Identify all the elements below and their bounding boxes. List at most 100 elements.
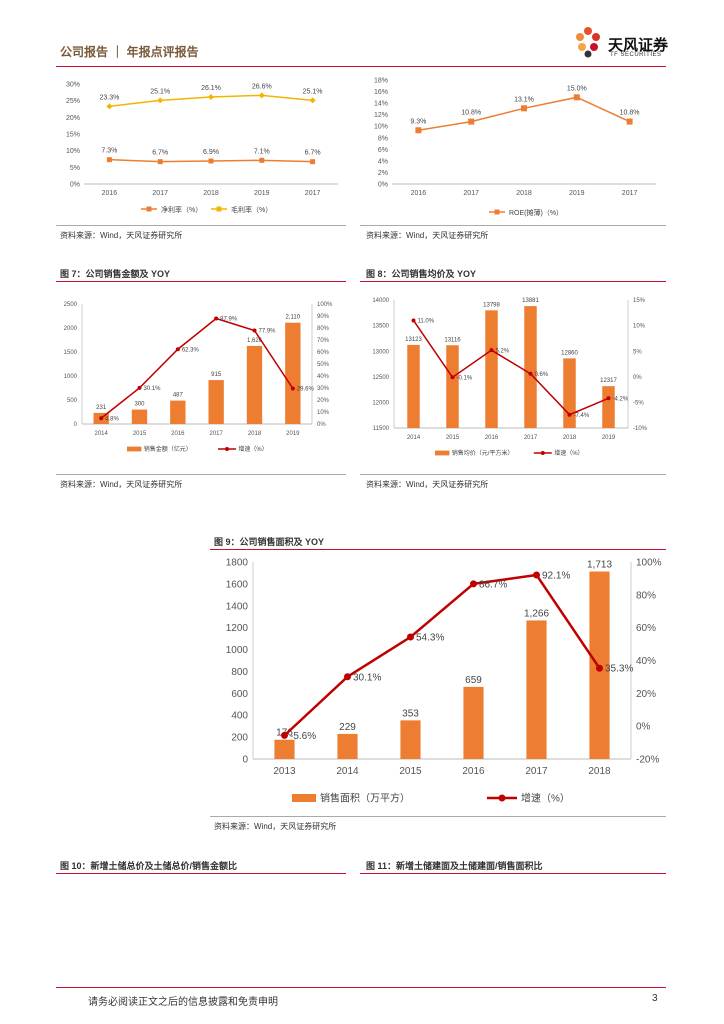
- y-tick-label: 15%: [66, 132, 80, 139]
- y-left-tick-label: 0: [242, 755, 248, 766]
- divider: [210, 816, 666, 817]
- y-right-tick-label: -10%: [633, 426, 648, 432]
- y-right-tick-label: 0%: [633, 375, 642, 381]
- data-label: 7.3%: [101, 148, 117, 155]
- x-tick-label: 2018: [203, 190, 219, 197]
- bar-value-label: 12317: [600, 378, 617, 384]
- legend-marker: [146, 206, 152, 212]
- y-right-tick-label: 0%: [317, 422, 326, 428]
- growth-point: [533, 571, 540, 579]
- bar: [446, 345, 459, 428]
- growth-value-label: 4.8%: [105, 416, 119, 422]
- data-point: [309, 97, 316, 104]
- growth-value-label: 11.0%: [418, 319, 435, 325]
- y-tick-label: 16%: [374, 89, 388, 96]
- footer-disclaimer: 请务必阅读正文之后的信息披露和免责申明: [88, 997, 278, 1008]
- y-tick-label: 25%: [66, 98, 80, 105]
- y-left-tick-label: 400: [231, 711, 248, 722]
- growth-point: [596, 664, 603, 672]
- growth-value-label: -4.2%: [613, 396, 629, 402]
- data-label: 7.1%: [254, 148, 270, 155]
- bar: [131, 409, 148, 424]
- growth-value-label: 54.3%: [416, 633, 444, 644]
- bar-value-label: 1,713: [587, 560, 612, 571]
- y-tick-label: 8%: [378, 135, 388, 142]
- growth-value-label: 5.2%: [496, 348, 510, 354]
- data-label: 26.1%: [201, 85, 221, 92]
- source-note: 资料来源：Wind，天风证券研究所: [214, 822, 337, 831]
- legend-bar-swatch: [435, 450, 450, 456]
- bar: [400, 720, 421, 759]
- legend-bar-swatch: [292, 794, 316, 802]
- growth-value-label: -0.1%: [457, 375, 473, 381]
- legend-line-marker: [498, 794, 506, 802]
- source-note: 资料来源：Wind，天风证券研究所: [366, 231, 489, 240]
- y-left-tick-label: 1400: [226, 601, 249, 612]
- data-point: [258, 92, 265, 99]
- y-left-tick-label: 11500: [373, 426, 390, 432]
- bar: [485, 310, 498, 428]
- y-tick-label: 0%: [70, 182, 80, 189]
- growth-value-label: 35.3%: [605, 664, 633, 675]
- page-number: 3: [652, 993, 658, 1004]
- x-tick-label: 2018: [516, 190, 532, 197]
- data-label: 26.6%: [252, 83, 272, 90]
- source-note: 资料来源：Wind，天风证券研究所: [60, 231, 183, 240]
- figure-divider: [210, 549, 666, 550]
- y-left-tick-label: 1800: [226, 558, 249, 569]
- y-right-tick-label: 30%: [317, 386, 330, 392]
- y-left-tick-label: 1500: [64, 350, 78, 356]
- y-left-tick-label: 13500: [372, 324, 389, 330]
- growth-line: [283, 573, 601, 737]
- figure-divider: [56, 873, 346, 874]
- x-tick-label: 2019: [254, 190, 270, 197]
- bar-value-label: 659: [465, 675, 482, 686]
- x-tick-label: 2017: [524, 435, 538, 441]
- growth-value-label: 87.9%: [220, 317, 238, 323]
- y-left-tick-label: 12500: [372, 375, 389, 381]
- x-tick-label: 2016: [171, 431, 185, 437]
- bar: [524, 306, 537, 428]
- growth-point: [411, 318, 416, 323]
- source-note: 资料来源：Wind，天风证券研究所: [366, 480, 489, 489]
- bar-value-label: 300: [134, 402, 145, 408]
- y-tick-label: 6%: [378, 147, 388, 154]
- legend-line-label: 增速（%）: [554, 449, 583, 457]
- legend-label: ROE(摊薄)（%）: [509, 208, 563, 217]
- growth-value-label: 30.1%: [144, 386, 162, 392]
- growth-line: [100, 317, 294, 419]
- x-tick-label: 2014: [94, 431, 108, 437]
- x-tick-label: 2017: [209, 431, 223, 437]
- y-right-tick-label: 40%: [636, 656, 656, 667]
- figure-7-title: 图 7：公司销售金额及 YOY: [60, 269, 171, 279]
- data-label: 10.8%: [461, 110, 481, 117]
- y-tick-label: 30%: [66, 82, 80, 89]
- figure-11-title: 图 11：新增土储建面及土储建面/销售面积比: [366, 861, 543, 871]
- y-left-tick-label: 14000: [372, 298, 389, 304]
- y-right-tick-label: -5%: [633, 401, 644, 407]
- y-left-tick-label: 1000: [64, 374, 78, 380]
- data-point: [521, 105, 527, 112]
- bar-value-label: 13123: [405, 337, 422, 343]
- growth-point: [214, 316, 219, 321]
- figure-divider: [360, 281, 666, 282]
- data-label: 13.1%: [514, 96, 534, 103]
- divider: [56, 474, 346, 475]
- y-right-tick-label: 70%: [317, 338, 330, 344]
- data-label: 25.1%: [150, 88, 170, 95]
- bar-value-label: 1,266: [524, 608, 549, 619]
- y-tick-label: 18%: [374, 78, 388, 85]
- margin-chart: 0% 5% 10% 15% 20% 25% 30% 2016 2017 2018 2019 2017 7…: [56, 70, 346, 220]
- divider: [56, 225, 346, 226]
- bar: [208, 380, 224, 424]
- legend-marker: [494, 209, 500, 215]
- y-right-tick-label: 60%: [317, 350, 330, 356]
- y-left-tick-label: 1200: [226, 623, 249, 634]
- data-label: 6.9%: [203, 149, 219, 156]
- data-point: [106, 103, 113, 110]
- growth-value-label: 30.1%: [353, 672, 381, 683]
- x-tick-label: 2016: [411, 190, 427, 197]
- legend-label: 净利率（%）: [161, 205, 202, 214]
- data-label: 9.3%: [410, 118, 426, 125]
- y-left-tick-label: 13000: [372, 349, 389, 355]
